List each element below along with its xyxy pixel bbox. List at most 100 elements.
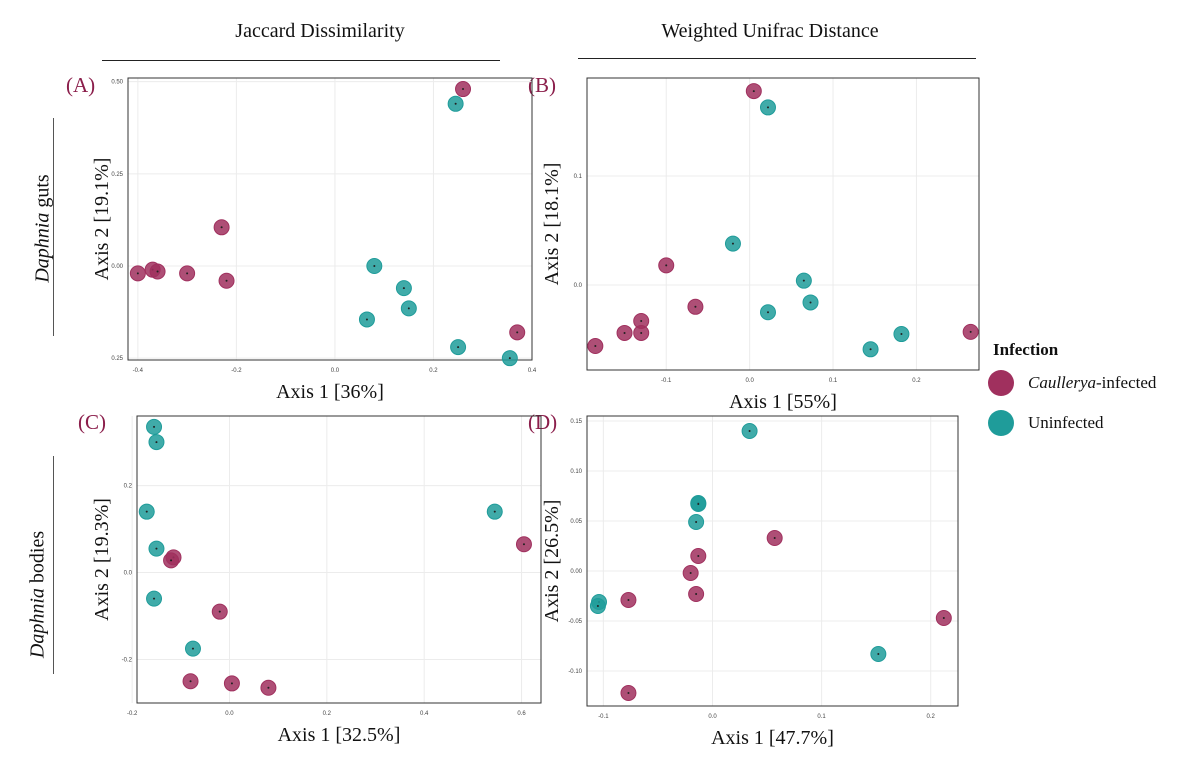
uninfected-point-center	[454, 102, 457, 105]
panel-letter-a: (A)	[66, 73, 96, 97]
scatter-plot-a: -0.4 -0.2 0.0 0.2 0.4 0.25 0.00 0.25 0.50 Axis 1 …	[91, 77, 537, 403]
column-rule-unifrac	[578, 58, 976, 59]
legend-dot-uninfected	[988, 410, 1014, 436]
y-tick-label: 0.1	[574, 174, 583, 180]
y-tick-label: 0.00	[111, 264, 123, 270]
uninfected-point-center	[457, 346, 460, 349]
uninfected-point-center	[596, 605, 599, 607]
y-tick-label: 0.00	[570, 569, 582, 575]
infected-point-center	[969, 330, 972, 333]
panel-letter-d: (D)	[528, 410, 558, 434]
x-tick-label: 0.0	[708, 714, 717, 720]
uninfected-point-center	[748, 430, 751, 432]
column-title-unifrac: Weighted Unifrac Distance	[661, 20, 879, 42]
uninfected-point-center	[155, 547, 158, 550]
infected-point-center	[186, 272, 189, 275]
uninfected-point-center	[373, 265, 376, 267]
legend-dot-infected	[988, 370, 1014, 396]
x-tick-label: 0.2	[912, 378, 921, 384]
y-tick-label: 0.0	[574, 283, 583, 289]
y-tick-label: 0.25	[111, 172, 123, 178]
x-tick-label: 0.0	[225, 711, 234, 717]
x-tick-label: 0.4	[420, 711, 429, 717]
scatter-plot-d: -0.1 0.0 0.1 0.2 -0.10 -0.05 0.00 0.05 0.10 0.15 A…	[541, 415, 959, 749]
legend-label-infected: Caullerya-infected	[1028, 373, 1157, 392]
x-tick-label: -0.4	[133, 368, 144, 374]
infected-point-center	[623, 331, 626, 334]
y-tick-label: 0.05	[570, 519, 582, 525]
y-axis-label: Axis 2 [26.5%]	[541, 500, 563, 623]
plot-frame	[586, 415, 959, 707]
scatter-plot-b: -0.1 0.0 0.1 0.2 0.0 0.1 Axis 1 [55%] Axis 2 [1…	[541, 77, 980, 413]
uninfected-point-center	[869, 348, 872, 351]
x-tick-label: 0.1	[817, 714, 826, 720]
panel-letter-c: (C)	[78, 410, 106, 434]
x-tick-label: 0.4	[528, 368, 537, 374]
uninfected-point-center	[508, 357, 511, 360]
uninfected-point-center	[766, 311, 769, 314]
infected-point-center	[689, 572, 692, 574]
infected-point-center	[522, 543, 525, 546]
uninfected-point-center	[877, 653, 880, 655]
infected-point-center	[697, 555, 700, 557]
x-tick-label: -0.1	[598, 714, 609, 720]
infected-point-center	[220, 226, 223, 229]
x-tick-label: -0.2	[231, 368, 242, 374]
scatter-plot-c: -0.2 0.0 0.2 0.4 0.6 -0.2 0.0 0.2 Axis 1 [32.5%]…	[91, 415, 542, 746]
uninfected-point-center	[402, 287, 405, 290]
x-tick-label: 0.0	[745, 378, 754, 384]
infected-point-center	[665, 264, 668, 267]
legend-label-uninfected: Uninfected	[1028, 413, 1104, 432]
infected-point-center	[516, 331, 519, 334]
panel-letter-b: (B)	[528, 73, 556, 97]
infected-point-center	[694, 305, 697, 308]
y-tick-label: -0.10	[568, 669, 582, 675]
y-tick-label: 0.10	[570, 469, 582, 475]
infected-point-center	[170, 559, 173, 562]
row-title-bodies-rest: bodies	[26, 530, 49, 589]
x-axis-label: Axis 1 [32.5%]	[278, 724, 401, 746]
infected-point-center	[640, 319, 643, 322]
infected-point-center	[773, 537, 776, 539]
plot-frame	[136, 415, 542, 704]
x-axis-label: Axis 1 [55%]	[729, 391, 837, 413]
uninfected-point-center	[155, 441, 158, 444]
uninfected-point-center	[766, 106, 769, 109]
infected-point-center	[594, 345, 597, 348]
y-tick-label: 0.0	[124, 571, 133, 577]
infected-point-center	[752, 90, 755, 93]
y-tick-label: 0.15	[570, 419, 582, 425]
infected-point-center	[695, 593, 698, 595]
x-tick-label: 0.2	[323, 711, 332, 717]
legend-item-uninfected: Uninfected	[988, 410, 1104, 436]
y-tick-label: 0.2	[124, 484, 133, 490]
uninfected-point-center	[695, 521, 698, 523]
uninfected-point-center	[900, 333, 903, 336]
x-tick-label: -0.1	[661, 378, 672, 384]
y-tick-label: -0.05	[568, 619, 582, 625]
x-tick-label: -0.2	[127, 711, 138, 717]
row-rule-guts	[53, 118, 54, 336]
infected-point-center	[189, 680, 192, 683]
uninfected-point-center	[697, 503, 700, 505]
y-axis-label: Axis 2 [18.1%]	[541, 163, 563, 286]
infected-point-center	[640, 331, 643, 334]
uninfected-point-center	[731, 242, 734, 245]
infected-point-center	[627, 692, 630, 694]
legend-title: Infection	[993, 340, 1059, 359]
uninfected-point-center	[809, 301, 812, 304]
legend-item-infected: Caullerya-infected	[988, 370, 1156, 396]
row-title-bodies-italic: Daphnia	[26, 588, 49, 659]
uninfected-point-center	[191, 647, 194, 650]
uninfected-point-center	[145, 510, 148, 513]
plot-frame	[127, 77, 533, 361]
row-title-bodies: Daphnia bodies	[27, 515, 50, 675]
row-title-guts-italic: Daphnia	[31, 212, 54, 283]
y-tick-label: 0.50	[111, 80, 123, 86]
infected-point-center	[156, 270, 159, 273]
y-axis-label: Axis 2 [19.3%]	[91, 498, 113, 621]
infected-point-center	[218, 610, 221, 613]
x-tick-label: 0.2	[429, 368, 438, 374]
row-title-guts: Daphnia guts	[32, 159, 55, 299]
uninfected-point-center	[407, 307, 410, 310]
